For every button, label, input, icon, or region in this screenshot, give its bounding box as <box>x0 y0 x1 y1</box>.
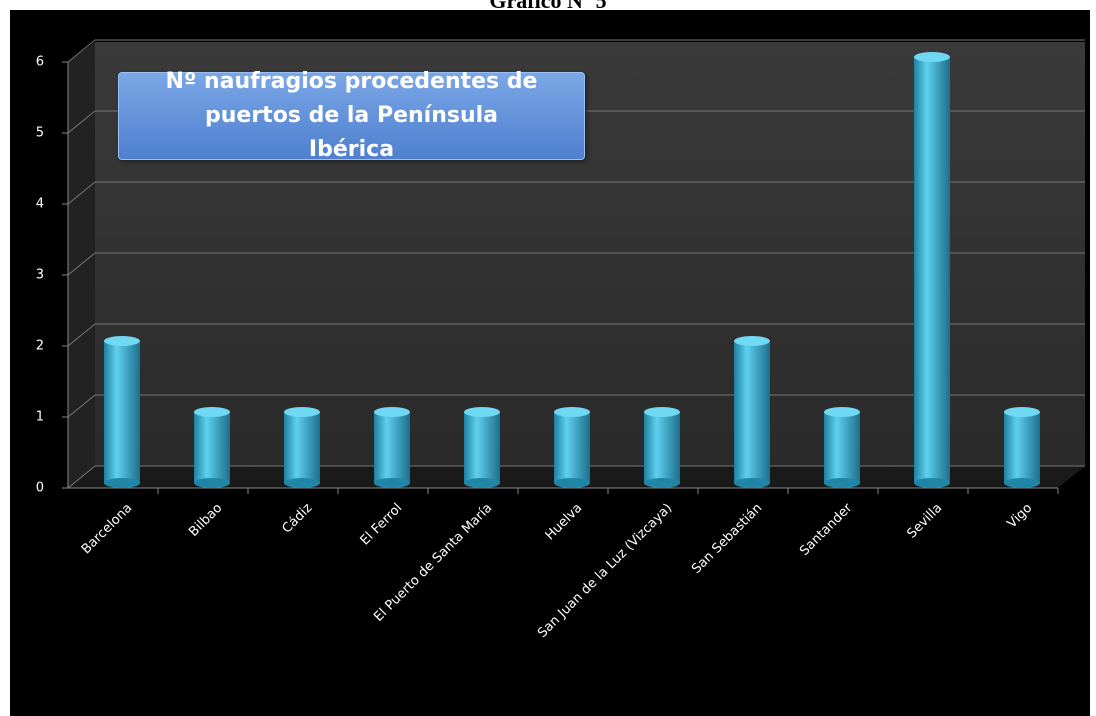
bar-body <box>554 412 590 483</box>
bar-top <box>194 407 230 417</box>
bar-bottom <box>824 478 860 488</box>
bar <box>194 407 230 488</box>
bar-body <box>464 412 500 483</box>
y-tick-label: 5 <box>36 126 44 141</box>
grid-line-side <box>67 252 96 276</box>
bar-body <box>824 412 860 483</box>
side-wall <box>68 42 95 488</box>
y-tick-label: 2 <box>36 339 44 354</box>
bar-top <box>464 407 500 417</box>
bar-bottom <box>464 478 500 488</box>
grid-line-side <box>67 394 96 418</box>
chart-title: Nº naufragios procedentes de puertos de … <box>118 69 585 162</box>
grid-line-side <box>67 181 96 205</box>
y-tick-label: 4 <box>36 197 44 212</box>
bar-bottom <box>914 478 950 488</box>
bar-top <box>104 336 140 346</box>
grid-line-side <box>67 323 96 347</box>
bar-body <box>644 412 680 483</box>
bar-body <box>194 412 230 483</box>
bar <box>464 407 500 488</box>
bar-top <box>734 336 770 346</box>
bar <box>734 336 770 488</box>
bar-bottom <box>644 478 680 488</box>
y-tick-label: 6 <box>36 55 44 70</box>
y-tick-label: 3 <box>36 268 44 283</box>
bar-body <box>1004 412 1040 483</box>
bar-bottom <box>1004 478 1040 488</box>
bar-top <box>914 52 950 62</box>
bar-bottom <box>734 478 770 488</box>
bar-top <box>284 407 320 417</box>
bar <box>644 407 680 488</box>
bar-top <box>644 407 680 417</box>
bar-body <box>734 341 770 483</box>
grid-line-side <box>67 110 96 134</box>
bar-body <box>914 57 950 483</box>
page-title: Gráfico Nº 5 <box>489 0 607 13</box>
bar-bottom <box>104 478 140 488</box>
bar <box>1004 407 1040 488</box>
bar <box>824 407 860 488</box>
bar-top <box>374 407 410 417</box>
grid-line-side <box>67 465 96 489</box>
bar-top <box>1004 407 1040 417</box>
bar <box>374 407 410 488</box>
bar-top <box>554 407 590 417</box>
y-tick-label: 0 <box>36 481 44 496</box>
bar <box>914 52 950 488</box>
bar-body <box>104 341 140 483</box>
bar-body <box>284 412 320 483</box>
bar-body <box>374 412 410 483</box>
bar-bottom <box>284 478 320 488</box>
bar-bottom <box>194 478 230 488</box>
bar <box>554 407 590 488</box>
bar-bottom <box>554 478 590 488</box>
bar <box>104 336 140 488</box>
bar-top <box>824 407 860 417</box>
grid-line-side <box>67 39 96 63</box>
bar <box>284 407 320 488</box>
bar-bottom <box>374 478 410 488</box>
y-tick-label: 1 <box>36 410 44 425</box>
